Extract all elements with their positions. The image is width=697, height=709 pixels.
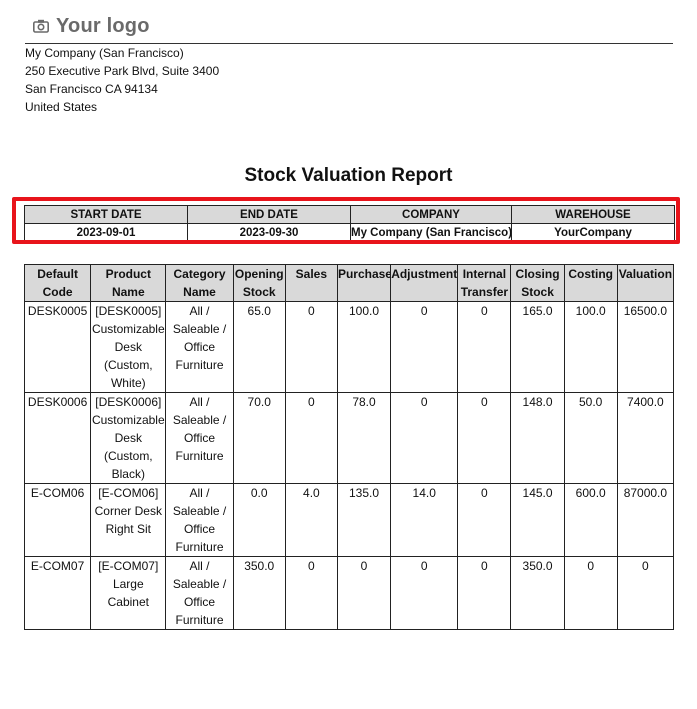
- warehouse-value: YourCompany: [511, 223, 675, 243]
- table-cell: [DESK0006] Customizable Desk (Custom, Bl…: [90, 392, 167, 484]
- table-cell: 0: [284, 301, 338, 393]
- table-row: DESK0005 [DESK0005] Customizable Desk (C…: [23, 301, 675, 393]
- table-cell: DESK0006: [23, 392, 92, 484]
- table-cell: All / Saleable / Office Furniture: [165, 556, 234, 630]
- company-value: My Company (San Francisco): [350, 223, 512, 243]
- table-cell: 0: [457, 392, 512, 484]
- table-cell: 87000.0: [616, 483, 675, 557]
- table-cell: 0.0: [232, 483, 286, 557]
- table-cell: 0: [336, 556, 392, 630]
- table-cell: 0: [284, 556, 338, 630]
- table-cell: 14.0: [390, 483, 459, 557]
- table-cell: 16500.0: [616, 301, 675, 393]
- table-cell: [DESK0005] Customizable Desk (Custom, Wh…: [90, 301, 167, 393]
- column-header: Category Name: [165, 264, 234, 302]
- table-cell: 600.0: [563, 483, 618, 557]
- table-cell: 0: [390, 392, 459, 484]
- company-address: My Company (San Francisco) 250 Executive…: [25, 44, 219, 116]
- table-cell: 0: [616, 556, 675, 630]
- warehouse-header: WAREHOUSE: [511, 205, 675, 224]
- table-cell: 50.0: [563, 392, 618, 484]
- header-divider: [25, 43, 673, 44]
- address-line: 250 Executive Park Blvd, Suite 3400: [25, 64, 220, 78]
- table-cell: E-COM07: [23, 556, 92, 630]
- end-date-header: END DATE: [187, 205, 351, 224]
- table-header-row: Default Code Product Name Category Name …: [23, 264, 675, 302]
- report-title: Stock Valuation Report: [244, 165, 453, 186]
- address-line: United States: [25, 100, 98, 114]
- column-header: Opening Stock: [232, 264, 286, 302]
- column-header: Closing Stock: [510, 264, 565, 302]
- table-cell: 100.0: [336, 301, 392, 393]
- table-row: E-COM07 [E-COM07] Large Cabinet All / Sa…: [23, 556, 675, 630]
- table-cell: 65.0: [232, 301, 286, 393]
- table-cell: 0: [563, 556, 618, 630]
- table-cell: 0: [457, 556, 512, 630]
- table-cell: 78.0: [336, 392, 392, 484]
- table-cell: [E-COM06] Corner Desk Right Sit: [90, 483, 167, 557]
- table-cell: 350.0: [510, 556, 565, 630]
- table-cell: DESK0005: [23, 301, 92, 393]
- table-cell: 350.0: [232, 556, 286, 630]
- table-cell: All / Saleable / Office Furniture: [165, 483, 234, 557]
- table-cell: All / Saleable / Office Furniture: [165, 301, 234, 393]
- column-header: Product Name: [90, 264, 167, 302]
- column-header: Purchase: [336, 264, 392, 302]
- table-cell: 100.0: [563, 301, 618, 393]
- table-cell: 0: [284, 392, 338, 484]
- start-date-header: START DATE: [24, 205, 188, 224]
- camera-icon: [33, 19, 49, 33]
- table-cell: 145.0: [510, 483, 565, 557]
- table-cell: 0: [390, 301, 459, 393]
- table-cell: 70.0: [232, 392, 286, 484]
- summary-highlight-box: [12, 197, 680, 244]
- table-cell: 7400.0: [616, 392, 675, 484]
- table-cell: 0: [457, 301, 512, 393]
- table-cell: 135.0: [336, 483, 392, 557]
- column-header: Default Code: [23, 264, 92, 302]
- address-line: San Francisco CA 94134: [25, 82, 158, 96]
- logo-text: Your logo: [56, 14, 150, 37]
- company-logo: Your logo: [33, 14, 150, 38]
- column-header: Adjustment: [390, 264, 459, 302]
- table-cell: [E-COM07] Large Cabinet: [90, 556, 167, 630]
- company-header: COMPANY: [350, 205, 512, 224]
- column-header: Costing: [563, 264, 618, 302]
- table-cell: All / Saleable / Office Furniture: [165, 392, 234, 484]
- column-header: Valuation: [616, 264, 675, 302]
- table-cell: E-COM06: [23, 483, 92, 557]
- column-header: Internal Transfer: [457, 264, 512, 302]
- table-cell: 148.0: [510, 392, 565, 484]
- table-cell: 0: [457, 483, 512, 557]
- table-row: DESK0006 [DESK0006] Customizable Desk (C…: [23, 392, 675, 484]
- table-cell: 0: [390, 556, 459, 630]
- column-header: Sales: [284, 264, 338, 302]
- stock-valuation-table: Default Code Product Name Category Name …: [23, 264, 675, 630]
- table-row: E-COM06 [E-COM06] Corner Desk Right Sit …: [23, 483, 675, 557]
- table-cell: 165.0: [510, 301, 565, 393]
- table-cell: 4.0: [284, 483, 338, 557]
- report-summary-table: START DATE END DATE COMPANY WAREHOUSE 20…: [24, 205, 675, 243]
- start-date-value: 2023-09-01: [24, 223, 188, 243]
- address-line: My Company (San Francisco): [25, 46, 184, 60]
